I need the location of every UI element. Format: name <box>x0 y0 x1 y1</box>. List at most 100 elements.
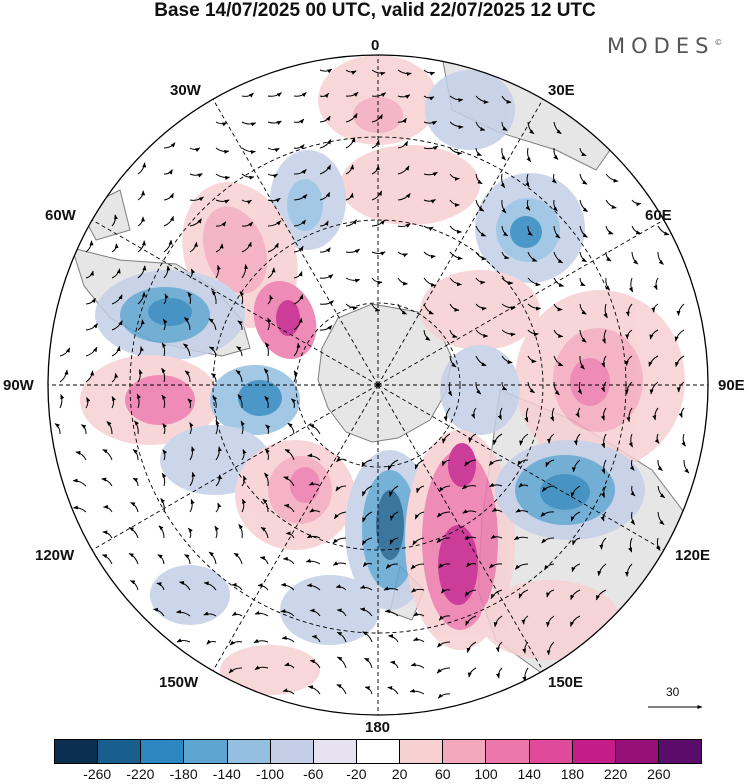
wind-vector <box>410 563 425 570</box>
wind-vector <box>319 191 331 201</box>
wind-vector <box>657 485 666 499</box>
wind-vector <box>573 433 581 446</box>
wind-vector <box>488 563 503 569</box>
colorbar-swatch <box>400 740 444 763</box>
wind-vector <box>189 196 204 202</box>
wind-vector <box>364 686 373 695</box>
wind-vector <box>385 563 399 569</box>
wind-vector <box>595 589 607 601</box>
wind-vector <box>461 484 477 490</box>
wind-vector <box>189 498 195 513</box>
wind-vector <box>447 381 453 397</box>
wind-vector <box>605 225 614 235</box>
wind-vector <box>546 641 555 656</box>
colorbar-swatch <box>356 740 401 763</box>
wind-vector <box>336 656 347 669</box>
colorbar-swatch <box>486 740 530 763</box>
lon-label-150e: 150E <box>548 674 584 691</box>
wind-vector <box>361 537 373 546</box>
wind-vector <box>267 267 276 279</box>
wind-vector <box>371 92 386 98</box>
wind-vector <box>137 346 144 357</box>
wind-vector <box>362 485 373 497</box>
wind-vector <box>59 347 71 357</box>
meridian-line <box>91 384 379 551</box>
wind-vector <box>579 173 588 185</box>
wind-vector <box>332 561 347 566</box>
wind-vector <box>215 221 227 227</box>
wind-vector <box>335 584 347 591</box>
wind-vector <box>235 369 243 383</box>
wind-vector <box>553 225 561 239</box>
wind-vector <box>513 535 529 541</box>
colorbar-tick-label: 260 <box>647 766 671 782</box>
wind-vector <box>475 355 487 367</box>
wind-vector <box>383 586 399 591</box>
wind-vector <box>293 317 303 331</box>
anomaly-blob <box>150 565 230 625</box>
wind-vector <box>414 511 425 520</box>
wind-vector <box>85 240 94 253</box>
wind-vector <box>423 120 438 126</box>
wind-vector <box>518 589 529 599</box>
wind-vector <box>397 117 407 124</box>
wind-vector <box>215 147 230 154</box>
wind-vector <box>134 420 139 435</box>
wind-vector <box>657 225 670 236</box>
wind-vector <box>309 508 321 513</box>
wind-vector <box>443 407 451 422</box>
wind-vector <box>570 615 581 627</box>
wind-vector <box>449 173 460 181</box>
wind-vector <box>423 329 431 341</box>
wind-vector <box>674 329 685 342</box>
wind-vector <box>577 381 583 395</box>
wind-vector <box>215 243 224 253</box>
wind-vector <box>137 319 145 331</box>
meridians <box>48 55 708 715</box>
wind-vector <box>263 368 269 383</box>
wind-vector <box>571 563 581 573</box>
wind-vector <box>293 342 301 357</box>
wind-vector <box>163 192 174 201</box>
colorbar-tick-label: 60 <box>435 766 451 782</box>
anomaly-blob <box>276 300 300 336</box>
wind-vector <box>85 297 96 305</box>
wind-vector <box>80 424 87 435</box>
lon-label-150w: 150W <box>159 674 199 691</box>
wind-vector <box>75 451 87 461</box>
wind-vector <box>293 219 307 227</box>
wind-vector <box>475 147 482 156</box>
colorbar-swatch <box>270 740 314 763</box>
wind-vector <box>211 290 217 305</box>
wind-vector <box>215 173 231 180</box>
wind-vector <box>628 537 633 553</box>
wind-vector <box>189 173 203 178</box>
wind-vector <box>501 199 507 214</box>
wind-vector <box>495 667 503 679</box>
meridian-line <box>212 98 379 386</box>
wind-vector <box>163 215 174 227</box>
anomaly-blob <box>220 645 320 695</box>
anomaly-blob <box>438 525 478 605</box>
wind-vector <box>345 113 358 123</box>
wind-vector <box>579 277 586 287</box>
anomaly-blob <box>290 467 320 503</box>
colorbar-tick-label: -20 <box>346 766 367 782</box>
wind-vector <box>624 563 633 577</box>
wind-vector <box>436 511 451 518</box>
colorbar-tick-label: 20 <box>391 766 408 782</box>
wind-vector <box>371 165 380 175</box>
wind-vector <box>184 370 191 383</box>
wind-vector <box>158 525 165 539</box>
wind-vector <box>188 527 193 539</box>
wind-vector <box>441 433 451 444</box>
wind-vector <box>345 277 361 283</box>
wind-vector <box>137 216 146 227</box>
wind-vector <box>267 242 279 253</box>
wind-vector <box>285 531 295 539</box>
wind-vector <box>85 270 94 279</box>
wind-vector <box>475 329 489 338</box>
wind-vector <box>102 449 113 461</box>
wind-vector <box>215 199 230 204</box>
wind-vector <box>449 355 457 368</box>
